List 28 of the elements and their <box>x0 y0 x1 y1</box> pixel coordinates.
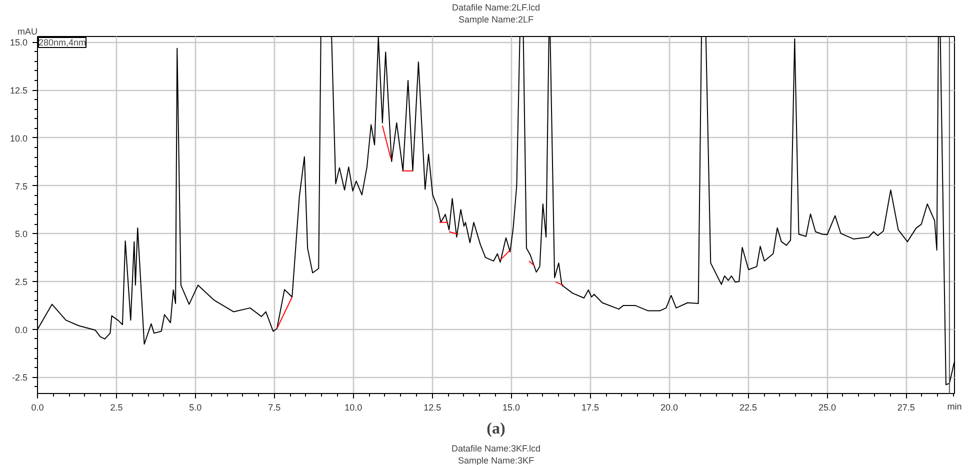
y-tick-label: 7.5 <box>14 181 28 192</box>
x-tick-label: 25.0 <box>818 402 836 412</box>
x-tick-label: 17.5 <box>582 402 600 412</box>
y-tick-label: 2.5 <box>14 277 28 288</box>
x-axis-title: min <box>947 402 962 412</box>
annotation: 280nm,4nm <box>38 38 86 48</box>
y-tick-label: 0.0 <box>14 324 28 335</box>
x-tick-label: 10.0 <box>344 402 362 412</box>
x-tick-label: 5.0 <box>189 402 202 412</box>
x-tick-label: 20.0 <box>660 402 678 412</box>
y-tick-label: 12.5 <box>10 86 28 96</box>
x-tick-label: 12.5 <box>424 402 442 412</box>
text: (a) <box>486 420 506 438</box>
x-tick-label: 2.5 <box>110 402 123 412</box>
x-tick-label: 15.0 <box>502 402 520 412</box>
x-tick-label: 0.0 <box>31 402 44 412</box>
y-tick-label: 15.0 <box>10 38 28 48</box>
text: Sample Name:3KF <box>458 456 535 465</box>
y-tick-label: 5.0 <box>14 229 28 240</box>
text: Datafile Name:3KF.lcd <box>451 444 541 454</box>
x-tick-label: 27.5 <box>897 402 915 412</box>
x-tick-label: 7.5 <box>268 402 281 412</box>
y-tick-label: 10.0 <box>10 133 28 144</box>
y-axis-title: mAU <box>18 26 38 36</box>
x-tick-label: 22.5 <box>739 402 758 412</box>
y-tick-label: -2.5 <box>12 372 28 383</box>
chart-title: Datafile Name:2LF.lcd <box>452 2 540 12</box>
chart-subtitle: Sample Name:2LF <box>458 14 534 24</box>
